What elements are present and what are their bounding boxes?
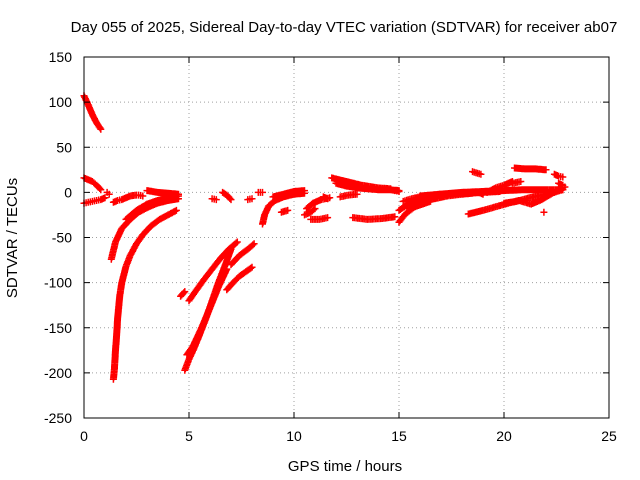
series-arc-06 [135, 191, 147, 200]
series-arc-40 [475, 188, 487, 198]
x-tick-label: 20 [496, 428, 512, 444]
grid-layer [84, 57, 609, 418]
series-arc-16 [227, 240, 258, 269]
x-tick-label: 10 [286, 428, 302, 444]
x-axis-label: GPS time / hours [288, 458, 402, 475]
y-tick-label: -100 [44, 275, 72, 291]
series-arc-13 [183, 265, 231, 359]
y-tick-label: 0 [64, 184, 72, 200]
series-arc-27 [319, 193, 332, 203]
series-arc-17 [208, 195, 220, 204]
series-arc-19 [244, 195, 256, 204]
x-tick-label: 25 [601, 428, 617, 444]
series-arc-11 [177, 288, 189, 300]
y-tick-label: -50 [52, 230, 72, 246]
series-arc-26 [307, 214, 332, 223]
y-axis-label: SDTVAR / TECUs [4, 178, 21, 298]
series-arc-43 [508, 178, 525, 187]
series-arc-29 [332, 179, 403, 195]
y-tick-label: -250 [44, 410, 72, 426]
series-arc-32 [391, 187, 403, 195]
series-arc-23 [277, 206, 292, 216]
series-arc-47 [555, 179, 569, 191]
series-arc-22 [269, 187, 308, 201]
data-points [80, 92, 569, 383]
tick-labels: 0 5 10 15 20 25 -250 -200 -150 -100 -50 0 50 100 150 [44, 49, 617, 444]
series-arc-15 [223, 263, 256, 294]
series-arc-25 [301, 205, 319, 219]
series-arc-14 [185, 238, 241, 305]
series-arc-20 [254, 188, 266, 196]
x-tick-label: 5 [185, 428, 193, 444]
series-arc-41 [483, 178, 516, 196]
y-tick-label: -150 [44, 320, 72, 336]
plot-frame [83, 56, 610, 419]
series-arc-10 [143, 187, 182, 198]
series-arc-04 [103, 188, 113, 198]
series-arc-07 [109, 206, 180, 383]
series-arc-42 [500, 186, 567, 207]
tick-marks [83, 56, 610, 419]
series-arc-18 [219, 188, 235, 204]
series-arc-03 [80, 194, 109, 207]
y-tick-label: 150 [49, 49, 73, 65]
series-arc-46 [550, 170, 567, 181]
series-arc-44 [511, 164, 550, 174]
y-tick-label: -200 [44, 365, 72, 381]
x-tick-label: 15 [391, 428, 407, 444]
y-tick-label: 50 [56, 139, 72, 155]
series-arc-45 [540, 208, 548, 216]
series-arc-30 [349, 213, 399, 223]
series-arc-24 [303, 194, 334, 213]
series-arc-36 [406, 197, 434, 213]
series-arc-05 [109, 191, 140, 206]
y-tick-label: 100 [49, 94, 73, 110]
chart-title: Day 055 of 2025, Sidereal Day-to-day VTE… [71, 19, 618, 36]
x-tick-label: 0 [80, 428, 88, 444]
series-arc-38 [469, 168, 485, 178]
series-arc-31 [336, 190, 361, 201]
